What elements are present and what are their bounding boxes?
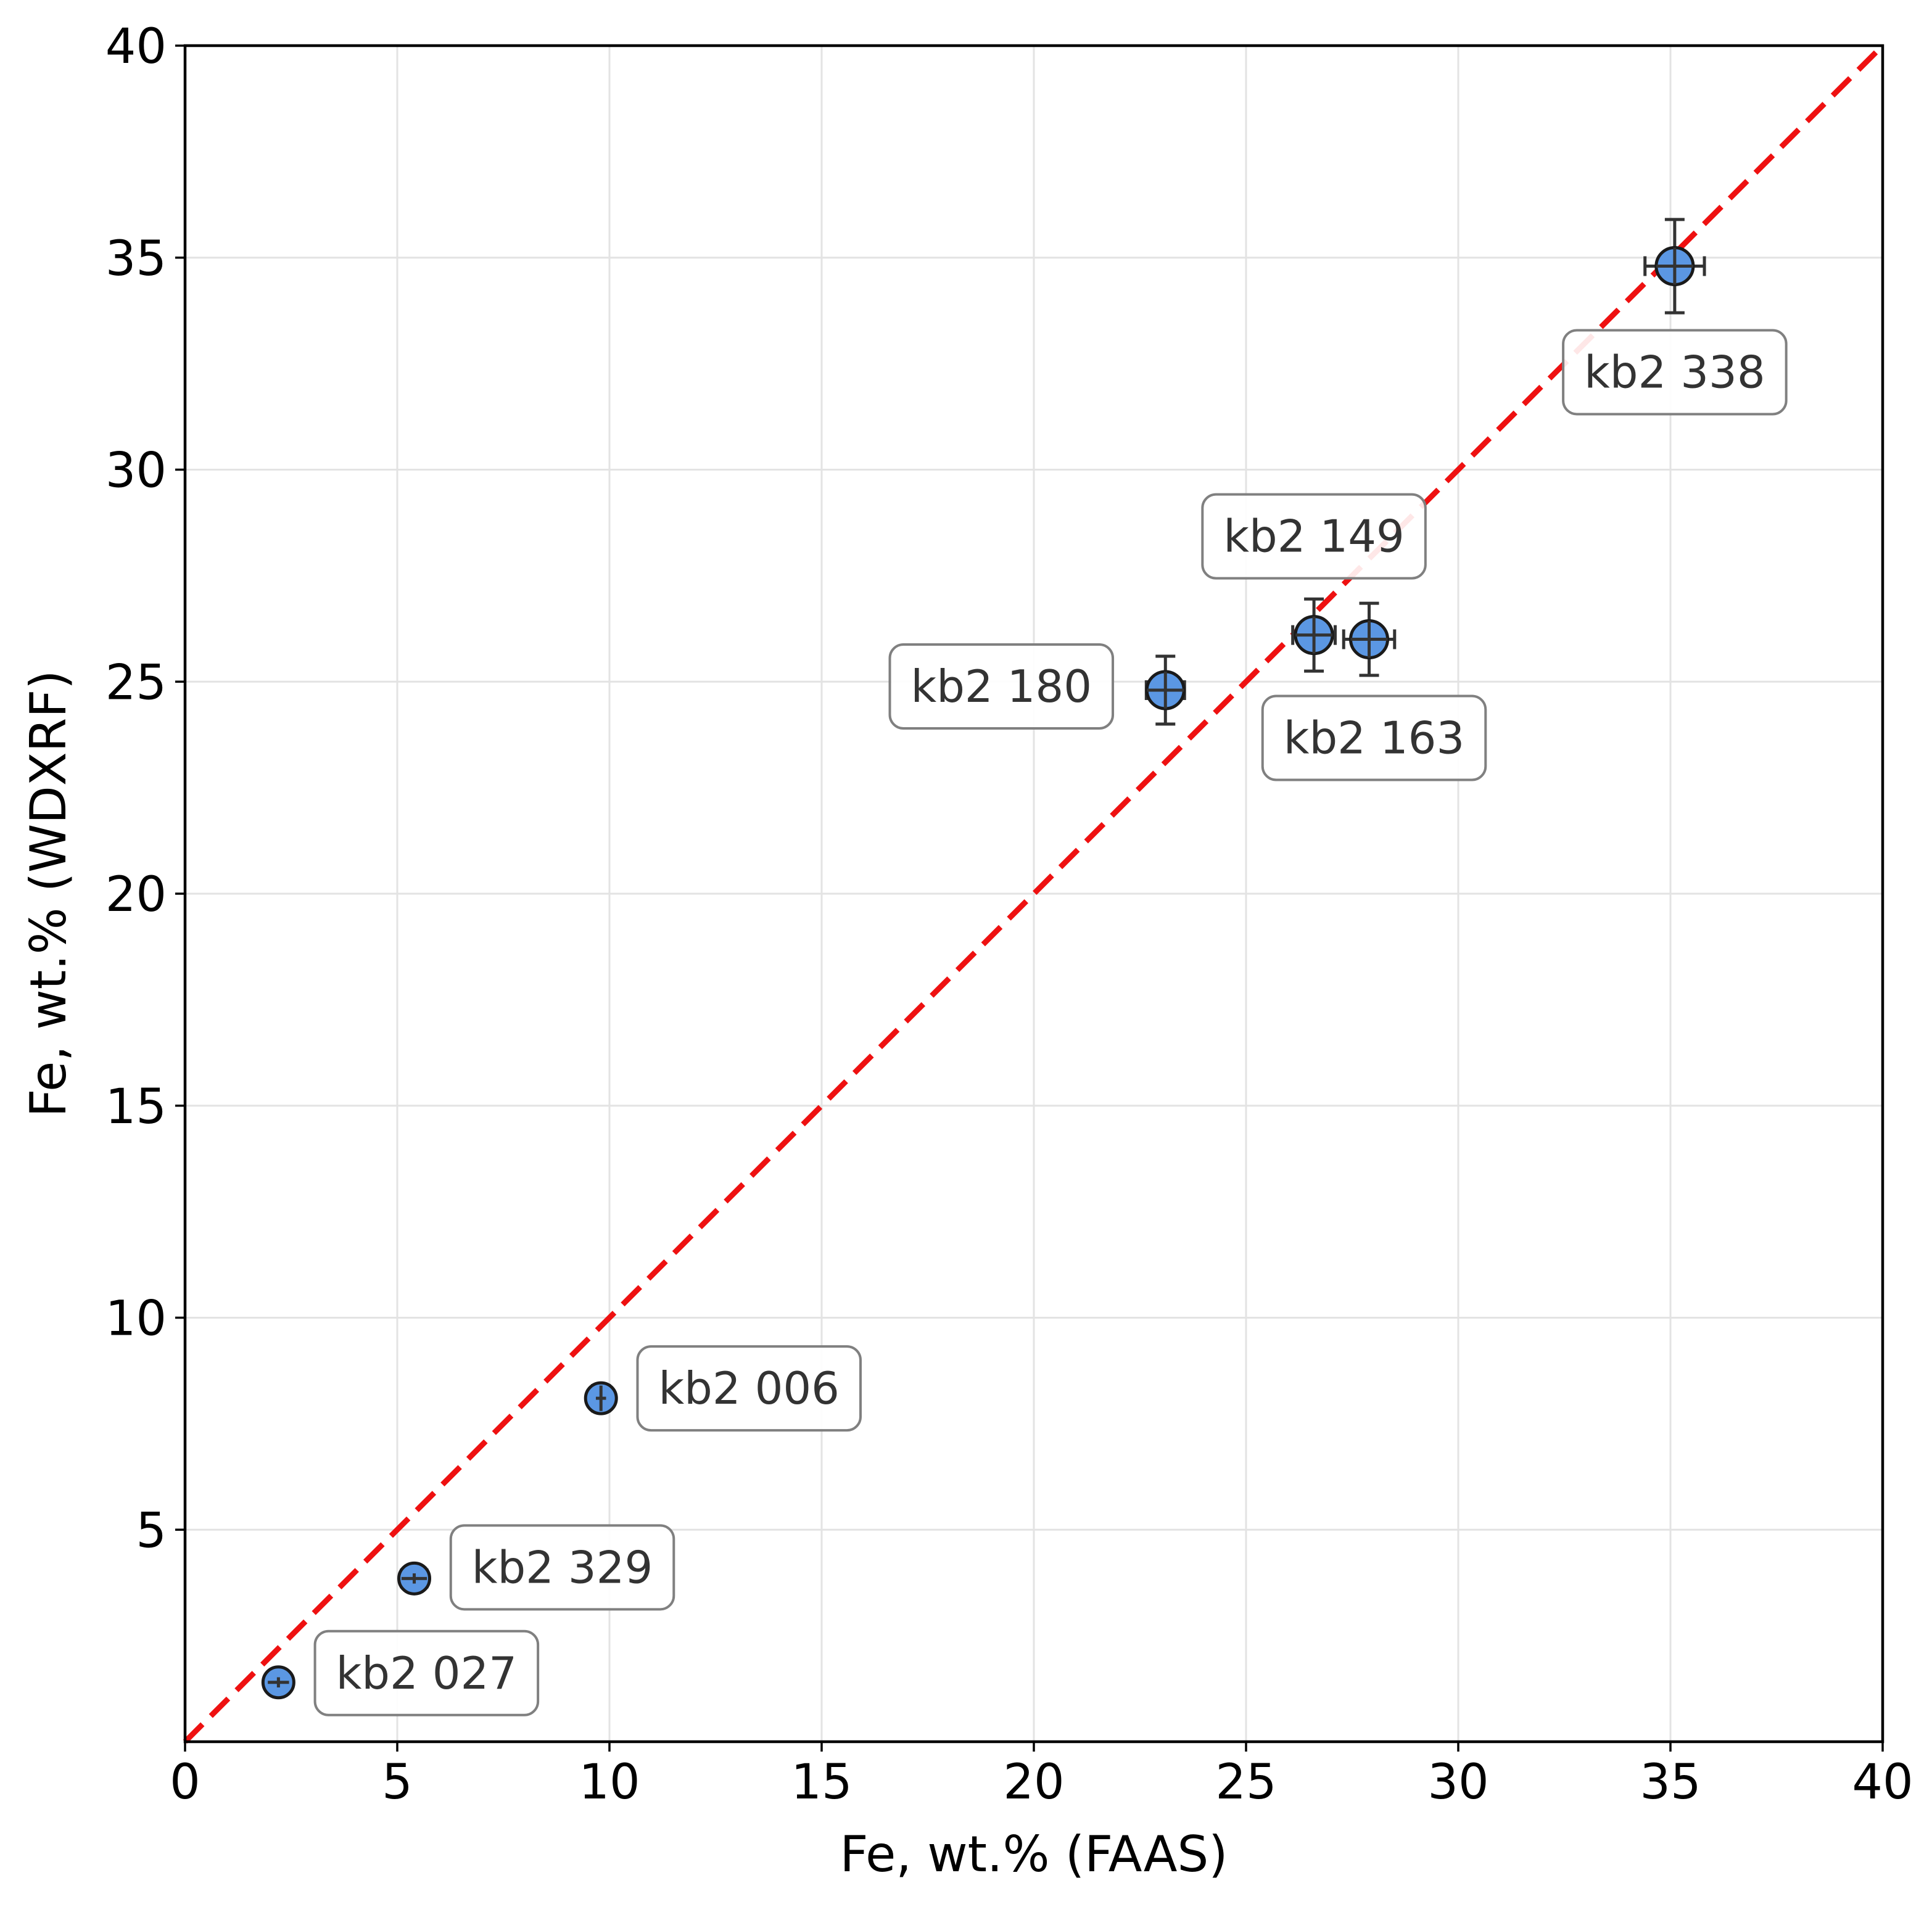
axis-ticks: 0 5 10 15 20 25 30 35 40 5 10 15 20 25 30 35 40 (105, 19, 1913, 1810)
y-tick-label: 10 (105, 1291, 167, 1347)
point-label-box (449, 1524, 675, 1611)
point-label-box (313, 1629, 540, 1716)
y-tick-label: 35 (105, 231, 167, 287)
point-label-text: kb2 027 (336, 1647, 518, 1699)
point-label-text: kb2 180 (911, 661, 1092, 712)
point-label-box (636, 1345, 862, 1432)
y-tick-label: 15 (105, 1079, 167, 1135)
point-label-text: kb2 338 (1584, 347, 1765, 398)
point-label-box (1562, 329, 1788, 416)
x-tick-label: 10 (579, 1755, 640, 1810)
point-label: kb2 163 (1261, 694, 1487, 781)
point-label: kb2 329 (449, 1524, 675, 1611)
y-axis-label: Fe, wt.% (WDXRF) (20, 670, 77, 1118)
point-label-box (1261, 694, 1487, 781)
y-tick-label: 30 (105, 443, 167, 499)
y-tick-label: 40 (105, 19, 167, 75)
x-tick-label: 0 (170, 1755, 200, 1810)
point-labels: kb2 027 kb2 329 kb2 006 kb2 180 kb2 149 kb2 1… (313, 329, 1788, 1716)
point-label: kb2 338 (1562, 329, 1788, 416)
y-tick-label: 25 (105, 655, 167, 710)
point-label: kb2 006 (636, 1345, 862, 1432)
x-tick-label: 35 (1640, 1755, 1701, 1810)
x-axis-label: Fe, wt.% (FAAS) (840, 1826, 1228, 1883)
point-label-text: kb2 149 (1223, 511, 1405, 562)
point-label: kb2 149 (1201, 493, 1427, 580)
point-label-box (1201, 493, 1427, 580)
y-tick-label: 20 (105, 867, 167, 923)
x-tick-label: 20 (1003, 1755, 1064, 1810)
point-label-text: kb2 329 (472, 1541, 653, 1593)
point-label: kb2 027 (313, 1629, 540, 1716)
point-label-text: kb2 163 (1284, 712, 1465, 764)
x-tick-label: 30 (1427, 1755, 1488, 1810)
x-tick-label: 15 (791, 1755, 852, 1810)
point-label: kb2 180 (888, 643, 1115, 730)
x-tick-label: 5 (382, 1755, 413, 1810)
x-tick-label: 40 (1852, 1755, 1913, 1810)
y-tick-label: 5 (136, 1503, 167, 1559)
point-label-box (888, 643, 1115, 730)
x-tick-label: 25 (1215, 1755, 1276, 1810)
point-label-text: kb2 006 (658, 1362, 840, 1414)
data-points (261, 246, 1695, 1700)
